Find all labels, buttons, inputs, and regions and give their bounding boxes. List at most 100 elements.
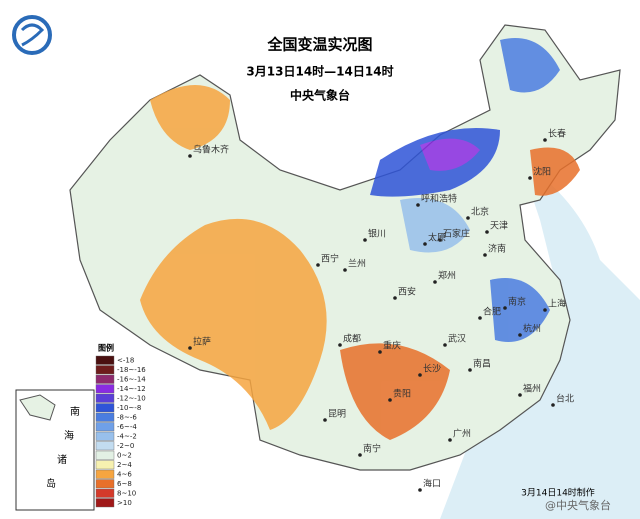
legend-label: -14~-12 [117,385,146,393]
legend-swatch [95,412,115,422]
city-dot [338,343,342,347]
legend-swatch [95,469,115,479]
legend-label: 2~4 [117,461,132,469]
inset-label: 诸 [57,454,67,466]
city-label: 武汉 [448,333,466,345]
city-label: 重庆 [383,340,401,352]
city-label: 济南 [488,243,506,255]
city-dot [188,154,192,158]
legend-label: -10~-8 [117,404,141,412]
city-dot [188,346,192,350]
city-dot [468,368,472,372]
city-label: 石家庄 [443,228,470,240]
city-dot [518,393,522,397]
legend-swatch [95,488,115,498]
city-dot [466,216,470,220]
city-label: 天津 [490,221,508,232]
city-dot [543,138,547,142]
city-dot [316,263,320,267]
inset-label: 海 [64,429,74,442]
legend-label: >10 [117,499,132,507]
city-dot [518,333,522,337]
city-label: 沈阳 [533,166,551,178]
city-label: 南宁 [363,443,381,455]
city-dot [388,398,392,402]
subtitle: 3月13日14时—14日14时 [246,64,393,79]
city-label: 合肥 [483,306,501,318]
city-dot [416,203,420,207]
city-dot [543,308,547,312]
legend-swatch [95,441,115,451]
city-label: 成都 [343,333,361,345]
legend-label: 4~6 [117,471,132,479]
legend-swatch [95,403,115,413]
inset-label: 岛 [46,477,56,490]
city-label: 西安 [398,286,416,298]
legend-label: 6~8 [117,480,132,488]
legend-swatch [95,384,115,394]
city-dot [485,230,489,234]
legend-label: -16~-14 [117,376,146,384]
city-label: 太原 [428,232,446,244]
city-dot [343,268,347,272]
city-label: 南京 [508,296,526,308]
city-dot [423,242,427,246]
legend-label: -8~-6 [117,414,137,422]
legend-swatch [95,450,115,460]
legend-label: 8~10 [117,490,136,498]
city-dot [393,296,397,300]
city-dot [551,403,555,407]
legend-label: -18~-16 [117,366,146,374]
legend-swatch [95,393,115,403]
footer: 3月14日14时制作 [521,487,595,499]
city-label: 郑州 [438,270,456,282]
legend-swatch [95,365,115,375]
agency: 中央气象台 [290,88,350,103]
city-label: 广州 [453,428,471,440]
legend-label: <-18 [117,357,134,365]
city-dot [433,280,437,284]
city-label: 台北 [556,393,574,405]
city-label: 北京 [471,206,489,218]
city-label: 乌鲁木齐 [193,144,229,156]
legend-swatch [95,479,115,489]
city-dot [323,418,327,422]
city-dot [448,438,452,442]
city-dot [358,453,362,457]
shading [140,38,580,440]
city-label: 长沙 [423,363,441,375]
city-label: 杭州 [523,323,541,335]
legend-swatch [95,355,115,365]
legend-swatch [95,431,115,441]
city-label: 上海 [548,298,566,310]
inset-land [19,394,56,421]
city-dot [363,238,367,242]
city-label: 银川 [368,228,386,240]
city-dot [528,176,532,180]
legend-title: 图例 [98,343,114,353]
city-dot [503,306,507,310]
legend-swatch [95,460,115,470]
city-label: 兰州 [348,258,366,270]
city-dot [443,343,447,347]
legend-label: -4~-2 [117,433,137,441]
city-label: 长春 [548,128,566,140]
legend-label: 0~2 [117,452,132,460]
city-label: 昆明 [328,409,346,420]
watermark: @中央气象台 [545,498,611,512]
city-dot [483,253,487,257]
city-label: 贵阳 [393,388,411,400]
city-label: 西宁 [321,253,339,265]
city-label: 海口 [423,478,441,490]
inset-label: 南 [70,405,80,418]
city-dot [378,350,382,354]
legend-swatch [95,498,115,508]
city-label: 呼和浩特 [421,193,457,205]
city-dot [438,238,442,242]
logo [12,15,52,55]
legend-label: -2~0 [117,442,134,450]
legend-label: -12~-10 [117,395,146,403]
